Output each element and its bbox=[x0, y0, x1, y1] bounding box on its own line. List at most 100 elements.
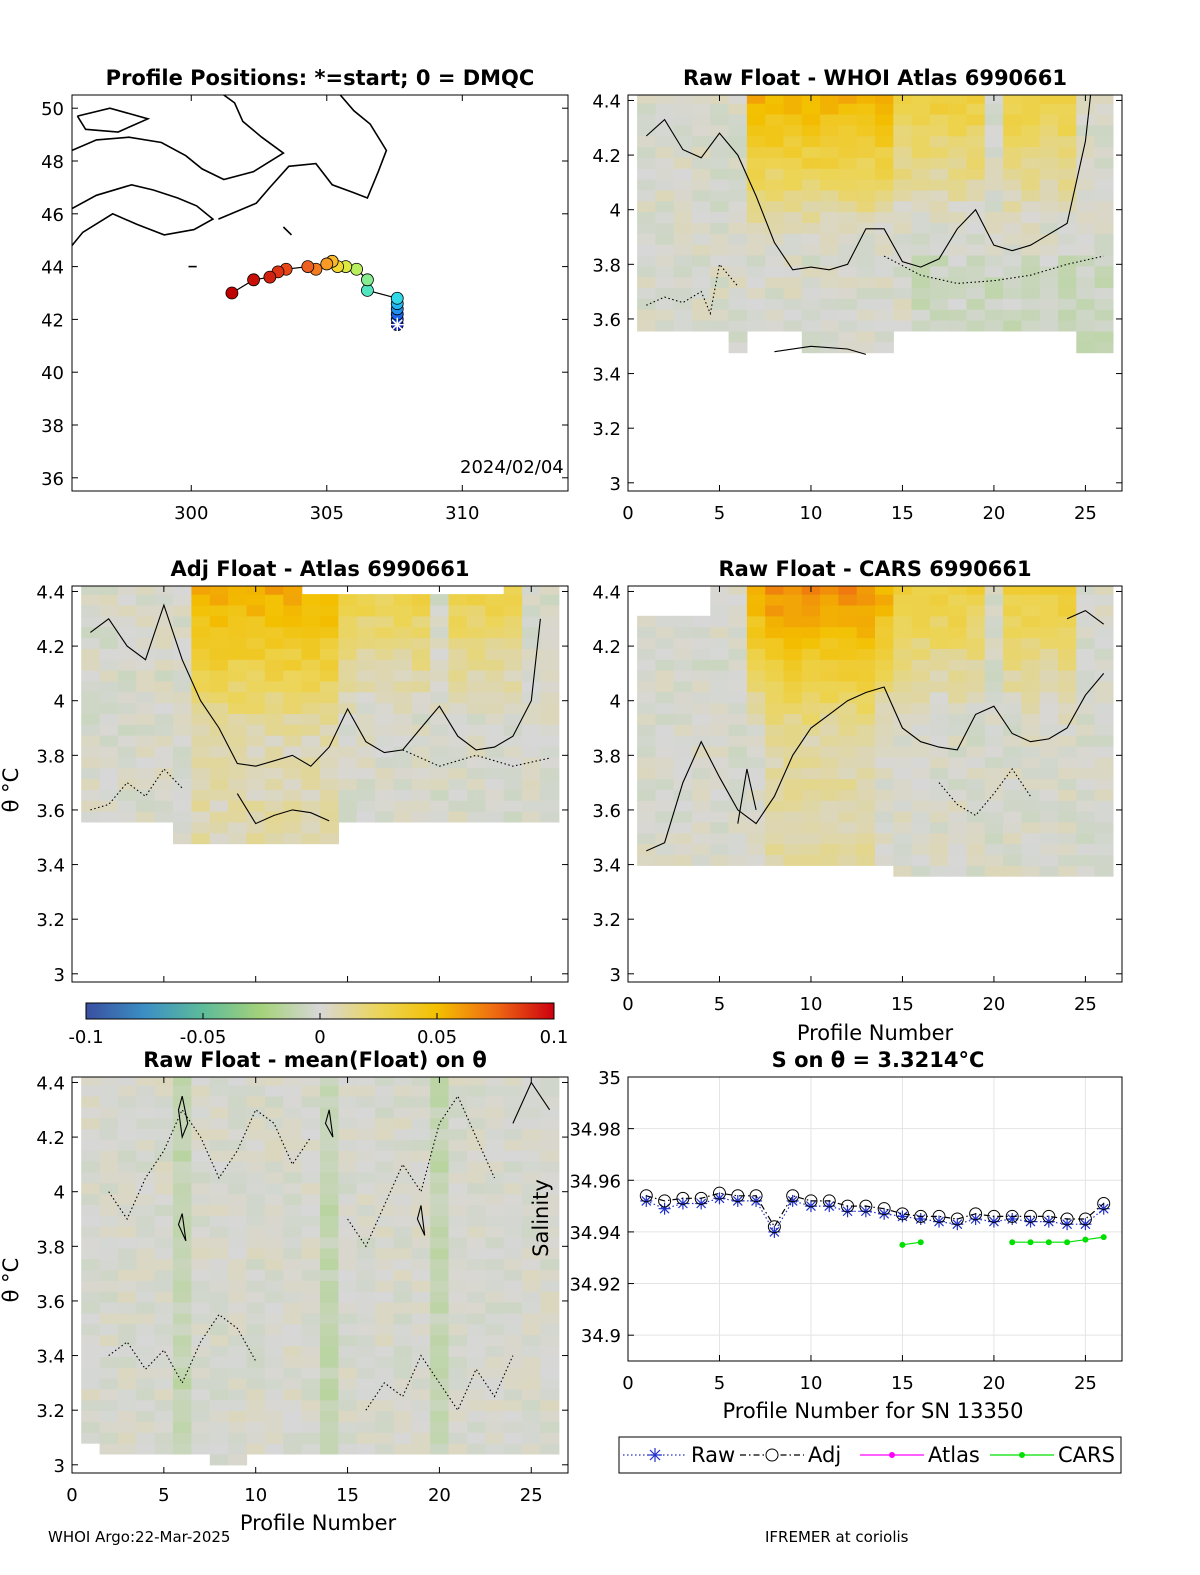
heatmap-cell bbox=[540, 1388, 560, 1401]
heatmap-cell bbox=[338, 1323, 358, 1336]
heatmap-cell bbox=[1003, 244, 1022, 256]
xtick-label: 5 bbox=[158, 1485, 169, 1506]
heatmap-cell bbox=[301, 659, 321, 671]
heatmap-cell bbox=[783, 287, 803, 299]
map-xtick-label: 310 bbox=[445, 503, 479, 524]
heatmap-cell bbox=[173, 1302, 192, 1314]
heatmap-cell bbox=[393, 702, 413, 714]
heatmap-cell bbox=[522, 1085, 542, 1097]
heatmap-cell bbox=[746, 843, 766, 855]
heatmap-cell bbox=[228, 1269, 248, 1281]
heatmap-cell bbox=[728, 594, 748, 606]
heatmap-cell bbox=[485, 1258, 505, 1271]
heatmap-cell bbox=[984, 233, 1004, 245]
heatmap-cell bbox=[820, 200, 839, 213]
heatmap-cell bbox=[948, 168, 968, 180]
heatmap-cell bbox=[154, 1399, 174, 1412]
heatmap-cell bbox=[503, 1345, 523, 1357]
heatmap-cell bbox=[1058, 124, 1077, 137]
heatmap-cell bbox=[1039, 298, 1059, 310]
heatmap-cell bbox=[448, 1443, 468, 1455]
heatmap-cell bbox=[522, 1345, 542, 1357]
heatmap-cell bbox=[136, 1226, 156, 1238]
heatmap-cell bbox=[637, 95, 656, 104]
heatmap-cell bbox=[411, 1077, 431, 1086]
heatmap-cell bbox=[1021, 189, 1041, 202]
heatmap-cell bbox=[301, 680, 321, 693]
xtick-label: 0 bbox=[622, 503, 633, 524]
heatmap-cell bbox=[228, 648, 248, 660]
heatmap-cell bbox=[283, 1378, 303, 1390]
heatmap-cell bbox=[966, 702, 986, 714]
heatmap-cell bbox=[209, 1139, 229, 1151]
map-ytick-label: 46 bbox=[41, 205, 64, 226]
heatmap-cell bbox=[728, 659, 748, 671]
heatmap-cell bbox=[1094, 746, 1114, 758]
heatmap-cell bbox=[283, 1421, 303, 1433]
heatmap-cell bbox=[173, 1215, 192, 1227]
heatmap-cell bbox=[430, 1161, 450, 1173]
heatmap-cell bbox=[191, 691, 211, 704]
heatmap-cell bbox=[430, 1096, 450, 1108]
heatmap-cell bbox=[893, 702, 913, 714]
heatmap-cell bbox=[173, 1237, 192, 1249]
series-adj bbox=[639, 1186, 1111, 1234]
heatmap-cell bbox=[1058, 735, 1077, 747]
heatmap-cell bbox=[929, 811, 949, 823]
heatmap-cell bbox=[966, 114, 986, 126]
heatmap-cell bbox=[911, 189, 931, 202]
heatmap-cell bbox=[1094, 95, 1114, 104]
heatmap-cell bbox=[356, 724, 376, 736]
heatmap-cell bbox=[1039, 222, 1059, 234]
heatmap-cell bbox=[875, 778, 894, 790]
heatmap-cell bbox=[746, 659, 766, 671]
raw-point bbox=[804, 1200, 817, 1213]
heatmap-cell bbox=[117, 605, 137, 617]
cars-point bbox=[899, 1241, 906, 1248]
contour-line bbox=[737, 768, 757, 824]
heatmap-cell bbox=[467, 811, 486, 823]
heatmap-cell bbox=[692, 670, 711, 682]
heatmap-cell bbox=[801, 659, 821, 671]
heatmap-cell bbox=[765, 594, 785, 606]
heatmap-cell bbox=[283, 670, 303, 682]
heatmap-cell bbox=[173, 832, 192, 845]
heatmap-cell bbox=[99, 1106, 119, 1119]
heatmap-cell bbox=[228, 586, 248, 595]
heatmap-cell bbox=[948, 615, 968, 628]
heatmap-cell bbox=[655, 265, 675, 278]
heatmap-cell bbox=[154, 1269, 174, 1281]
raw-point bbox=[823, 1200, 836, 1213]
raw-point bbox=[951, 1218, 964, 1231]
heatmap-cell bbox=[522, 1291, 542, 1303]
heatmap-cell bbox=[411, 1193, 431, 1205]
heatmap-cell bbox=[522, 746, 542, 758]
heatmap-cell bbox=[540, 746, 560, 758]
heatmap-cell bbox=[81, 1367, 101, 1379]
heatmap-cell bbox=[893, 605, 913, 617]
heatmap-cell bbox=[875, 114, 894, 126]
heatmap-cell bbox=[966, 843, 986, 855]
heatmap-cell bbox=[191, 1117, 211, 1130]
heatmap-cell bbox=[246, 1106, 266, 1119]
heatmap-cell bbox=[503, 1077, 523, 1086]
heatmap-cell bbox=[1003, 756, 1022, 769]
heatmap-cell bbox=[540, 1421, 560, 1433]
heatmap-cell bbox=[1076, 276, 1096, 289]
heatmap-cell bbox=[209, 659, 229, 671]
heatmap-cell bbox=[673, 637, 693, 649]
heatmap-cell bbox=[911, 95, 931, 104]
heatmap-cell bbox=[375, 756, 395, 769]
heatmap-cell bbox=[1058, 800, 1077, 812]
heatmap-cell bbox=[503, 756, 523, 769]
heatmap-cell bbox=[929, 605, 949, 617]
heatmap-cell bbox=[117, 1171, 137, 1184]
heatmap-cell bbox=[467, 1312, 486, 1325]
heatmap-cell bbox=[1021, 244, 1041, 256]
heatmap-cell bbox=[393, 605, 413, 617]
heatmap-cell bbox=[875, 157, 894, 169]
heatmap-cell bbox=[448, 1345, 468, 1357]
heatmap-cell bbox=[154, 1247, 174, 1260]
heatmap-cell bbox=[283, 637, 303, 649]
heatmap-cell bbox=[875, 287, 894, 299]
